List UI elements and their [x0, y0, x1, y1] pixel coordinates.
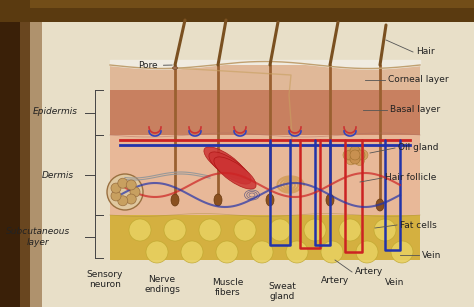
Text: Vein: Vein: [422, 251, 441, 259]
FancyBboxPatch shape: [0, 0, 30, 307]
Circle shape: [391, 241, 413, 263]
Circle shape: [216, 241, 238, 263]
Circle shape: [111, 183, 121, 193]
Ellipse shape: [326, 194, 334, 206]
Text: Dermis: Dermis: [42, 170, 74, 180]
Text: Vein: Vein: [385, 278, 405, 287]
Circle shape: [321, 241, 343, 263]
Circle shape: [146, 241, 168, 263]
Text: Sweat
gland: Sweat gland: [268, 282, 296, 301]
Circle shape: [130, 187, 140, 197]
Ellipse shape: [376, 199, 384, 211]
Circle shape: [346, 145, 356, 154]
Ellipse shape: [209, 152, 251, 184]
Text: Epidermis: Epidermis: [33, 107, 78, 116]
Text: Muscle
fibers: Muscle fibers: [212, 278, 244, 297]
Ellipse shape: [214, 194, 222, 206]
Circle shape: [355, 150, 365, 160]
Circle shape: [118, 196, 128, 206]
Circle shape: [234, 219, 256, 241]
Circle shape: [350, 150, 360, 160]
FancyBboxPatch shape: [110, 65, 420, 90]
FancyBboxPatch shape: [110, 60, 420, 65]
Circle shape: [286, 241, 308, 263]
Text: Oil gland: Oil gland: [398, 143, 438, 153]
Circle shape: [354, 145, 364, 155]
Circle shape: [356, 241, 378, 263]
Ellipse shape: [173, 67, 177, 69]
FancyBboxPatch shape: [110, 90, 420, 135]
Text: Hair follicle: Hair follicle: [385, 173, 437, 182]
Text: Hair: Hair: [416, 48, 435, 56]
Text: Nerve
endings: Nerve endings: [144, 275, 180, 294]
Ellipse shape: [266, 194, 274, 206]
Circle shape: [181, 241, 203, 263]
Circle shape: [107, 174, 143, 210]
Circle shape: [355, 155, 365, 165]
Circle shape: [199, 219, 221, 241]
Circle shape: [251, 241, 273, 263]
Circle shape: [164, 219, 186, 241]
Ellipse shape: [204, 147, 246, 179]
Ellipse shape: [171, 194, 179, 206]
Circle shape: [304, 219, 326, 241]
FancyBboxPatch shape: [0, 0, 474, 22]
Circle shape: [269, 219, 291, 241]
Circle shape: [118, 178, 128, 188]
Circle shape: [129, 219, 151, 241]
FancyBboxPatch shape: [42, 22, 474, 307]
Text: Artery: Artery: [321, 276, 349, 285]
Circle shape: [339, 219, 361, 241]
Text: Basal layer: Basal layer: [390, 106, 440, 115]
Text: Subcutaneous
layer: Subcutaneous layer: [6, 227, 70, 247]
Circle shape: [374, 219, 396, 241]
Text: Sensory
neuron: Sensory neuron: [87, 270, 123, 290]
FancyBboxPatch shape: [20, 0, 45, 307]
Text: Pore: Pore: [138, 61, 172, 70]
Circle shape: [346, 155, 356, 165]
Ellipse shape: [214, 157, 256, 189]
Circle shape: [358, 150, 368, 160]
Text: Corneal layer: Corneal layer: [388, 76, 448, 84]
Circle shape: [343, 150, 353, 160]
Circle shape: [345, 150, 355, 160]
Text: Fat cells: Fat cells: [400, 220, 437, 230]
Circle shape: [350, 146, 360, 156]
Circle shape: [350, 154, 360, 164]
Circle shape: [111, 191, 121, 201]
Text: Artery: Artery: [355, 267, 383, 277]
Circle shape: [126, 194, 136, 204]
Circle shape: [126, 180, 136, 190]
FancyBboxPatch shape: [110, 215, 420, 260]
FancyBboxPatch shape: [30, 0, 474, 8]
FancyBboxPatch shape: [110, 135, 420, 215]
